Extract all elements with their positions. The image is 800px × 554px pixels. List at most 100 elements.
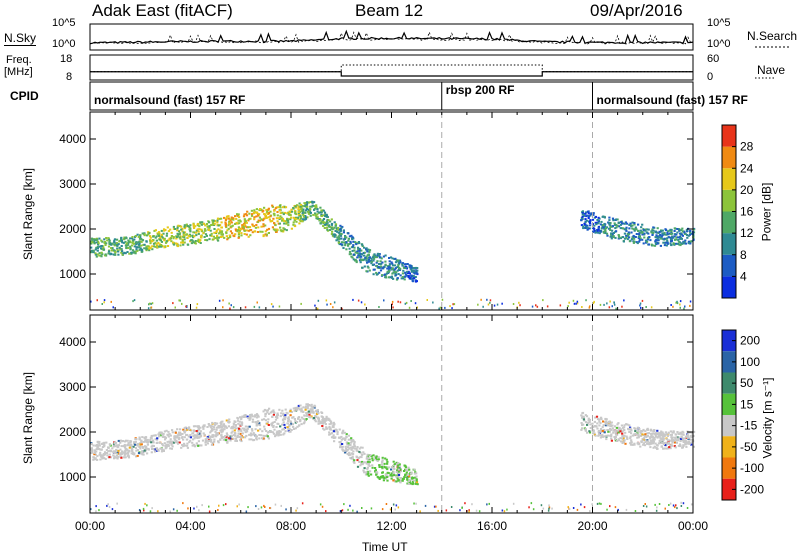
velocity-pixel xyxy=(135,455,138,458)
power-pixel xyxy=(293,219,296,222)
power-pixel xyxy=(266,228,269,231)
power-pixel xyxy=(95,241,98,244)
power-pixel xyxy=(228,234,231,237)
velocity-pixel xyxy=(243,427,246,430)
velocity-pixel xyxy=(353,441,356,443)
power-pixel xyxy=(229,219,232,222)
power-speckle xyxy=(333,301,336,304)
velocity-pixel xyxy=(415,472,418,475)
power-pixel xyxy=(333,226,336,229)
power-pixel xyxy=(295,217,298,220)
velocity-pixel xyxy=(257,421,260,424)
power-pixel xyxy=(265,233,268,236)
power-pixel xyxy=(645,228,648,231)
power-pixel xyxy=(95,239,98,241)
power-pixel xyxy=(268,218,271,221)
power-pixel xyxy=(298,211,301,214)
velocity-pixel xyxy=(604,424,608,427)
power-pixel xyxy=(242,215,246,218)
velocity-pixel xyxy=(597,433,601,436)
velocity-pixel xyxy=(652,438,655,441)
velocity-pixel xyxy=(243,414,246,417)
power-pixel xyxy=(94,253,97,256)
power-pixel xyxy=(375,261,378,264)
velocity-pixel xyxy=(392,464,396,467)
power-pixel xyxy=(387,271,390,274)
velocity-pixel xyxy=(94,457,97,460)
power-pixel xyxy=(635,233,638,235)
velocity-pixel xyxy=(293,409,296,412)
velocity-pixel xyxy=(264,415,267,418)
velocity-pixel xyxy=(639,445,642,448)
velocity-colorbar-tick-label: 15 xyxy=(740,397,754,411)
velocity-speckle xyxy=(193,507,195,510)
power-pixel xyxy=(204,224,207,227)
velocity-pixel xyxy=(611,424,614,427)
velocity-pixel xyxy=(609,423,612,425)
power-pixel xyxy=(158,238,161,241)
velocity-pixel xyxy=(229,439,232,442)
power-pixel xyxy=(631,224,634,227)
velocity-pixel xyxy=(139,443,142,446)
velocity-pixel xyxy=(275,431,278,434)
velocity-pixel xyxy=(244,436,247,439)
velocity-speckle xyxy=(655,509,658,512)
velocity-pixel xyxy=(623,424,626,427)
power-pixel xyxy=(415,280,418,283)
velocity-pixel xyxy=(270,424,273,427)
velocity-pixel xyxy=(126,452,129,455)
velocity-pixel xyxy=(267,424,270,426)
velocity-pixel xyxy=(612,429,615,432)
velocity-pixel xyxy=(657,442,660,445)
power-pixel xyxy=(594,221,597,224)
power-pixel xyxy=(93,242,96,245)
velocity-pixel xyxy=(96,455,99,458)
velocity-pixel xyxy=(686,442,689,445)
power-pixel xyxy=(107,252,110,255)
power-pixel xyxy=(189,230,192,233)
velocity-pixel xyxy=(599,430,602,433)
power-pixel xyxy=(183,227,187,230)
power-pixel xyxy=(163,239,166,242)
power-pixel xyxy=(177,224,180,227)
power-pixel xyxy=(104,244,107,246)
power-pixel xyxy=(237,233,240,236)
velocity-pixel xyxy=(392,471,395,474)
power-speckle xyxy=(512,303,515,305)
power-pixel xyxy=(393,271,396,273)
power-pixel xyxy=(582,225,585,228)
velocity-speckle xyxy=(542,507,545,510)
power-speckle xyxy=(172,302,174,305)
velocity-speckle xyxy=(280,504,282,507)
velocity-pixel xyxy=(593,420,596,423)
velocity-pixel xyxy=(174,431,177,434)
power-pixel xyxy=(617,221,620,224)
power-pixel xyxy=(339,224,342,227)
velocity-pixel xyxy=(373,458,377,461)
velocity-pixel xyxy=(238,427,241,430)
power-speckle xyxy=(178,299,180,302)
velocity-pixel xyxy=(304,405,308,408)
power-pixel xyxy=(670,238,673,241)
power-pixel xyxy=(279,212,282,215)
velocity-speckle xyxy=(437,509,439,512)
power-pixel xyxy=(367,260,370,263)
velocity-pixel xyxy=(366,466,369,469)
power-pixel xyxy=(172,225,175,228)
power-pixel xyxy=(306,205,309,208)
power-pixel xyxy=(290,208,293,211)
velocity-pixel xyxy=(406,476,409,479)
power-pixel xyxy=(304,202,307,205)
velocity-pixel xyxy=(356,446,359,448)
velocity-pixel xyxy=(255,435,258,438)
velocity-pixel xyxy=(582,418,585,421)
velocity-pixel xyxy=(138,437,141,440)
power-speckle xyxy=(542,299,544,302)
power-pixel xyxy=(329,220,332,223)
power-pixel xyxy=(298,202,301,205)
velocity-pixel xyxy=(172,441,176,444)
power-pixel xyxy=(98,237,101,240)
velocity-pixel xyxy=(328,423,331,426)
velocity-speckle xyxy=(680,505,683,507)
velocity-speckle xyxy=(238,503,240,506)
